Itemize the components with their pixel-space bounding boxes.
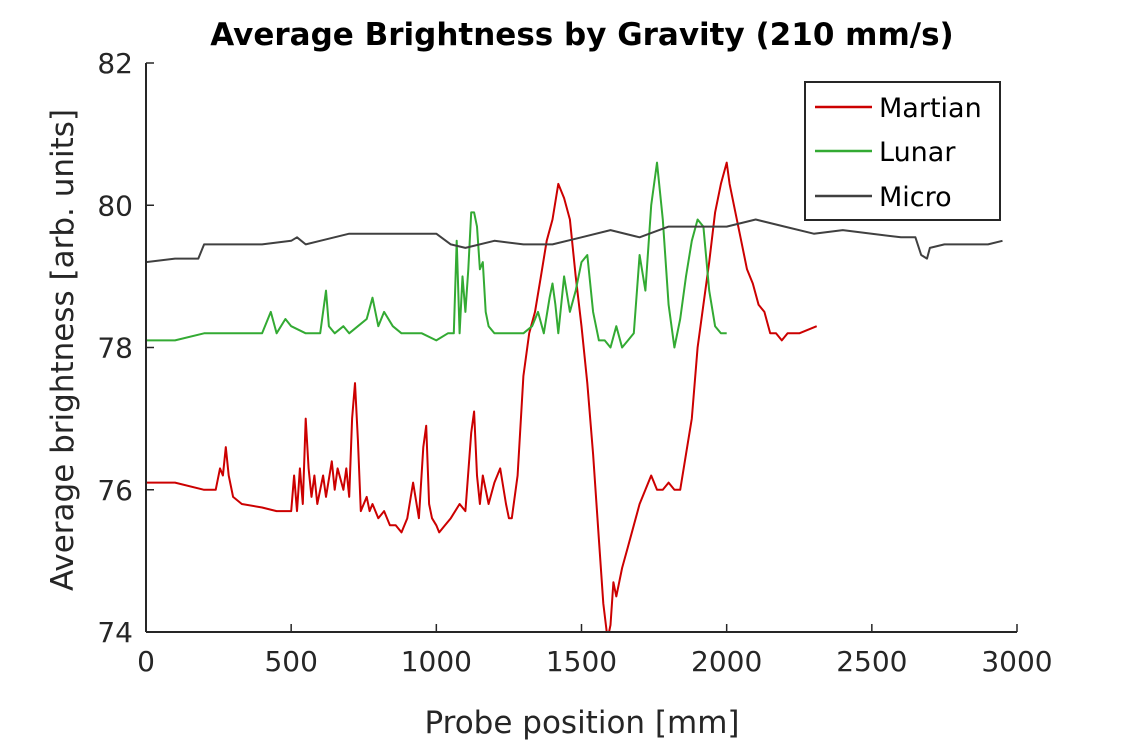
legend-label-micro: Micro [879,182,952,213]
x-axis-label: Probe position [mm] [424,705,739,741]
axes-layer: 0 500 1000 1500 2000 2500 3000 74 76 78 80 82 [97,47,1052,678]
x-tick-label: 500 [264,645,317,678]
x-tick-label: 1500 [546,645,617,678]
series-line-lunar [146,161,727,349]
y-tick-label: 82 [97,47,133,80]
legend-label-martian: Martian [879,93,982,124]
x-tick-label: 3000 [981,645,1052,678]
x-tick-label: 0 [137,645,155,678]
legend-label-lunar: Lunar [879,137,956,168]
y-tick-label: 78 [97,332,133,365]
legend: Martian Lunar Micro [804,81,1001,221]
y-tick-label: 76 [97,474,133,507]
x-tick-label: 2500 [836,645,907,678]
y-tick-label: 74 [97,616,133,649]
y-axis-label: Average brightness [arb. units] [45,109,81,591]
x-tick-label: 2000 [691,645,762,678]
series-layer [146,161,1003,632]
y-tick-label: 80 [97,189,133,222]
x-tick-label: 1000 [401,645,472,678]
chart-title: Average Brightness by Gravity (210 mm/s) [210,17,953,53]
series-line-martian [146,161,818,632]
series-line-micro [146,218,1003,264]
